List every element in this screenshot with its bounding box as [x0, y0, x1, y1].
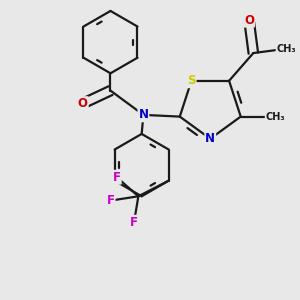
Text: F: F	[113, 171, 121, 184]
Text: S: S	[187, 74, 196, 87]
Text: F: F	[130, 216, 138, 229]
Text: F: F	[106, 194, 115, 207]
Text: N: N	[138, 108, 148, 122]
Text: O: O	[244, 14, 254, 27]
Text: CH₃: CH₃	[276, 44, 296, 54]
Text: O: O	[78, 97, 88, 110]
Text: CH₃: CH₃	[266, 112, 285, 122]
Text: N: N	[205, 132, 215, 145]
